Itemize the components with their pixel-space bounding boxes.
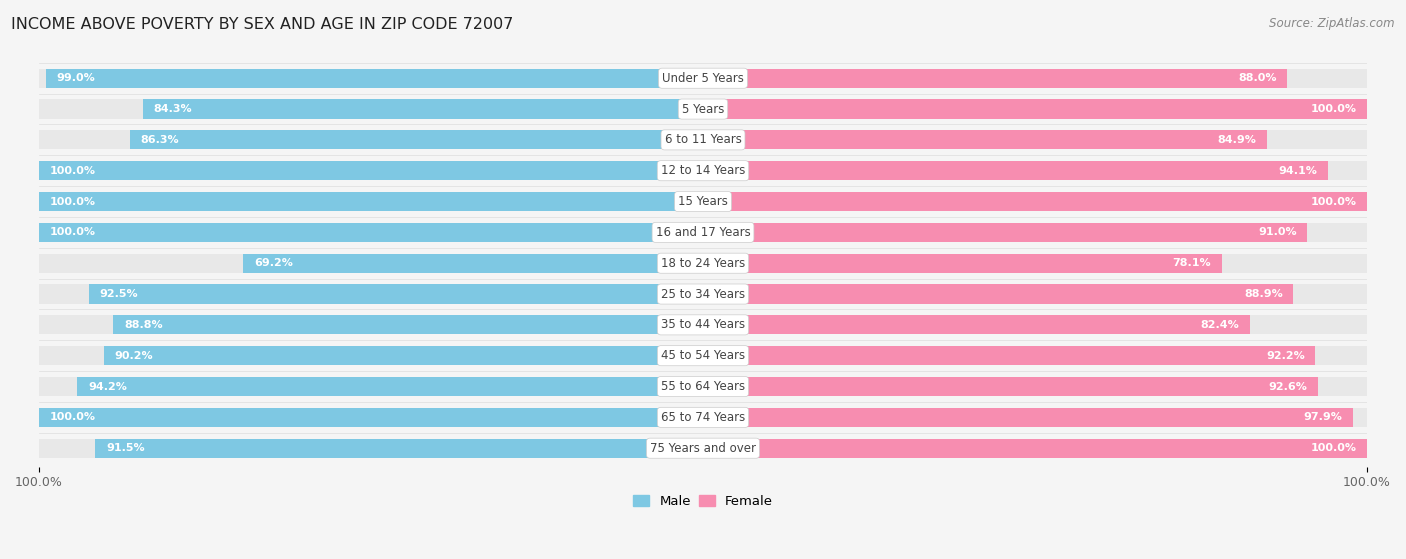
Text: 69.2%: 69.2% bbox=[254, 258, 292, 268]
Text: 88.0%: 88.0% bbox=[1239, 73, 1277, 83]
Text: 91.5%: 91.5% bbox=[105, 443, 145, 453]
Bar bbox=[96, 439, 703, 458]
Text: 92.5%: 92.5% bbox=[100, 289, 138, 299]
Bar bbox=[243, 254, 703, 273]
Text: 5 Years: 5 Years bbox=[682, 102, 724, 116]
Bar bbox=[703, 346, 1315, 365]
Bar bbox=[703, 254, 1222, 273]
Bar bbox=[114, 315, 703, 334]
Bar bbox=[703, 377, 1317, 396]
Bar bbox=[703, 100, 1367, 119]
Text: 55 to 64 Years: 55 to 64 Years bbox=[661, 380, 745, 393]
Text: 65 to 74 Years: 65 to 74 Years bbox=[661, 411, 745, 424]
Text: 100.0%: 100.0% bbox=[49, 228, 96, 238]
Text: 100.0%: 100.0% bbox=[49, 165, 96, 176]
Bar bbox=[39, 69, 1367, 88]
Bar bbox=[77, 377, 703, 396]
Text: 100.0%: 100.0% bbox=[1310, 104, 1357, 114]
Bar bbox=[45, 69, 703, 88]
Text: 82.4%: 82.4% bbox=[1201, 320, 1240, 330]
Text: 84.3%: 84.3% bbox=[153, 104, 193, 114]
Bar bbox=[703, 439, 1367, 458]
Text: 6 to 11 Years: 6 to 11 Years bbox=[665, 134, 741, 146]
Text: 90.2%: 90.2% bbox=[115, 350, 153, 361]
Text: 92.2%: 92.2% bbox=[1265, 350, 1305, 361]
Text: INCOME ABOVE POVERTY BY SEX AND AGE IN ZIP CODE 72007: INCOME ABOVE POVERTY BY SEX AND AGE IN Z… bbox=[11, 17, 513, 32]
Text: 45 to 54 Years: 45 to 54 Years bbox=[661, 349, 745, 362]
Bar bbox=[143, 100, 703, 119]
Text: 16 and 17 Years: 16 and 17 Years bbox=[655, 226, 751, 239]
Bar bbox=[39, 408, 703, 427]
Text: 94.1%: 94.1% bbox=[1278, 165, 1317, 176]
Bar bbox=[703, 69, 1288, 88]
Text: 97.9%: 97.9% bbox=[1303, 413, 1343, 423]
Text: 78.1%: 78.1% bbox=[1173, 258, 1211, 268]
Text: 94.2%: 94.2% bbox=[89, 382, 127, 391]
Text: 15 Years: 15 Years bbox=[678, 195, 728, 208]
Bar bbox=[39, 346, 1367, 365]
Text: 12 to 14 Years: 12 to 14 Years bbox=[661, 164, 745, 177]
Bar bbox=[39, 161, 1367, 180]
Bar bbox=[39, 223, 703, 242]
Bar bbox=[703, 408, 1353, 427]
Text: 100.0%: 100.0% bbox=[1310, 197, 1357, 206]
Bar bbox=[703, 315, 1250, 334]
Bar bbox=[39, 439, 1367, 458]
Bar bbox=[703, 192, 1367, 211]
Bar bbox=[703, 161, 1327, 180]
Bar bbox=[89, 285, 703, 304]
Bar bbox=[39, 100, 1367, 119]
Text: 91.0%: 91.0% bbox=[1258, 228, 1296, 238]
Bar bbox=[39, 161, 703, 180]
Text: 88.8%: 88.8% bbox=[124, 320, 163, 330]
Text: 25 to 34 Years: 25 to 34 Years bbox=[661, 287, 745, 301]
Bar bbox=[703, 223, 1308, 242]
Text: 84.9%: 84.9% bbox=[1218, 135, 1256, 145]
Bar bbox=[703, 285, 1294, 304]
Text: 18 to 24 Years: 18 to 24 Years bbox=[661, 257, 745, 269]
Text: 75 Years and over: 75 Years and over bbox=[650, 442, 756, 454]
Bar bbox=[39, 408, 1367, 427]
Bar bbox=[129, 130, 703, 149]
Bar bbox=[39, 315, 1367, 334]
Bar bbox=[39, 254, 1367, 273]
Text: 100.0%: 100.0% bbox=[49, 413, 96, 423]
Text: 100.0%: 100.0% bbox=[1310, 443, 1357, 453]
Text: 35 to 44 Years: 35 to 44 Years bbox=[661, 319, 745, 331]
Text: 92.6%: 92.6% bbox=[1268, 382, 1308, 391]
Text: Source: ZipAtlas.com: Source: ZipAtlas.com bbox=[1270, 17, 1395, 30]
Bar bbox=[104, 346, 703, 365]
Legend: Male, Female: Male, Female bbox=[627, 490, 779, 513]
Text: 100.0%: 100.0% bbox=[49, 197, 96, 206]
Bar bbox=[703, 130, 1267, 149]
Text: 88.9%: 88.9% bbox=[1244, 289, 1282, 299]
Bar bbox=[39, 192, 703, 211]
Bar bbox=[39, 377, 1367, 396]
Text: 99.0%: 99.0% bbox=[56, 73, 96, 83]
Bar bbox=[39, 192, 1367, 211]
Text: Under 5 Years: Under 5 Years bbox=[662, 72, 744, 85]
Bar bbox=[39, 130, 1367, 149]
Bar bbox=[39, 223, 1367, 242]
Text: 86.3%: 86.3% bbox=[141, 135, 179, 145]
Bar bbox=[39, 285, 1367, 304]
